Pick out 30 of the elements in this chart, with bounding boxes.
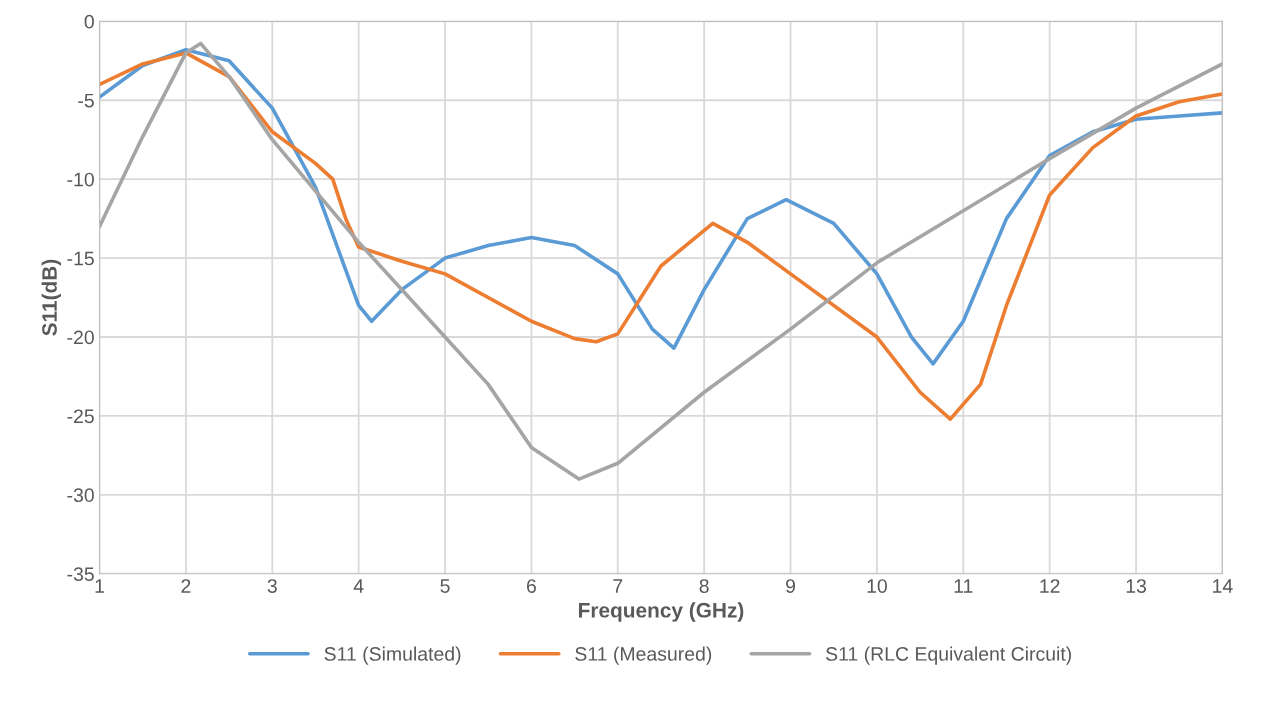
y-tick-label: -10 [67, 172, 94, 187]
line-series [99, 51, 1223, 421]
x-tick-label: 14 [1213, 579, 1233, 593]
y-tick-label: -20 [67, 330, 94, 345]
line-series [99, 41, 1223, 481]
y-tick-label: -30 [67, 488, 94, 503]
y-axis-title: S11(dB) [41, 259, 62, 336]
x-tick-label: 10 [867, 579, 887, 593]
x-tick-label: 13 [1126, 579, 1146, 593]
x-tick-label: 6 [526, 579, 536, 593]
x-tick-label: 5 [440, 579, 450, 593]
x-tick-label: 12 [1040, 579, 1060, 593]
y-tick-label: -35 [67, 567, 94, 582]
x-tick-label: 7 [613, 579, 623, 593]
line-series [99, 47, 1223, 366]
x-tick-label: 4 [353, 579, 364, 593]
x-tick-label: 9 [786, 579, 796, 593]
y-tick-label: -5 [78, 93, 94, 108]
legend-label: S11 (Measured) [575, 646, 712, 665]
x-tick-label: 11 [954, 579, 973, 593]
y-tick-label: -15 [67, 251, 94, 266]
x-tick-label: 8 [699, 579, 709, 593]
x-tick-label: 1 [95, 579, 104, 593]
legend-label: S11 (Simulated) [324, 646, 461, 665]
legend-label: S11 (RLC Equivalent Circuit) [825, 646, 1072, 665]
y-tick-label: -25 [67, 409, 94, 424]
x-tick-label: 2 [181, 579, 191, 593]
x-tick-label: 3 [267, 579, 277, 593]
x-axis-title: Frequency (GHz) [579, 602, 744, 622]
y-tick-label: 0 [84, 14, 94, 29]
